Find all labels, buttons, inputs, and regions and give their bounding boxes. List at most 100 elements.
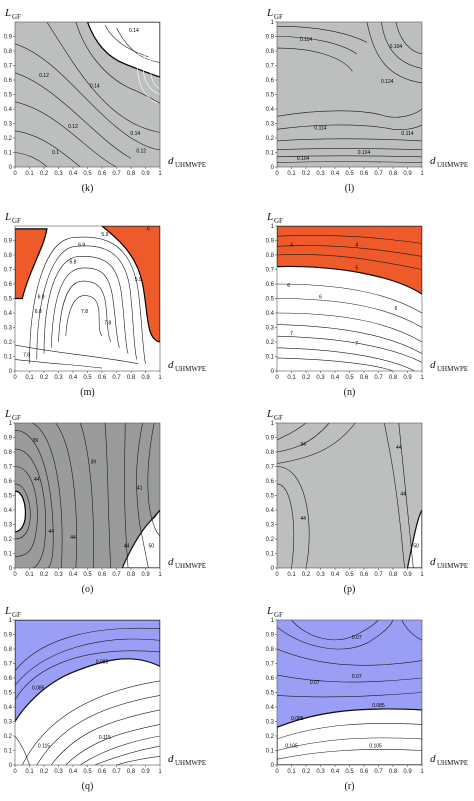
x-tick-label: 0.4 [69,171,78,177]
contour-label: 39 [91,460,97,466]
y-tick-label: 0.1 [266,749,275,755]
contour-label: 44 [34,477,40,483]
x-tick-label: 0.7 [374,572,383,578]
panel-label: (p) [344,584,356,595]
y-tick-label: 0.3 [266,122,275,128]
contour-line [277,737,422,751]
contour-label: 6 [147,226,150,232]
contour-line [277,692,422,698]
y-tick-label: 0.9 [266,436,275,442]
contour-label: 0.114 [314,125,326,131]
contour-line [32,423,63,568]
contour-label: 0.14 [130,131,140,137]
panel-label: (l) [345,183,354,194]
x-axis-label: d [430,556,436,568]
contour-label: 0.115 [99,735,111,741]
contour-label: 0.105 [285,744,298,750]
x-tick-label: 0.1 [287,769,296,775]
contour-label: 0.085 [96,660,109,666]
x-tick-label: 0.9 [141,572,150,578]
contour-line [277,466,310,568]
x-axis-label: d [168,753,174,765]
y-axis-label: L [4,7,11,19]
x-axis-label-sub: UHMWPE [175,365,206,373]
x-tick-label: 0.8 [127,171,136,177]
contour-label: 5 [355,266,358,272]
y-tick-label: 0.3 [4,523,13,529]
contour-line [15,483,31,540]
x-axis-label: d [430,359,436,371]
y-tick-label: 0.6 [4,282,13,288]
x-tick-label: 0.9 [141,375,150,381]
x-tick-label: 0.4 [69,769,78,775]
contour-line [277,283,422,314]
contour-line [15,638,160,686]
contour-line [277,266,422,295]
contour-line [15,359,103,369]
y-tick-label: 0 [9,165,13,171]
x-tick-label: 0.5 [83,769,92,775]
y-tick-label: 0.9 [4,35,13,41]
contour-line [15,152,48,167]
x-tick-label: 0.6 [98,375,107,381]
x-tick-label: 0.4 [69,375,78,381]
x-tick-label: 0 [275,769,279,775]
contour-line [147,423,160,537]
y-tick-label: 1 [9,618,13,624]
panel-label: (m) [80,387,94,398]
x-tick-label: 0 [275,171,279,177]
y-tick-label: 0.5 [266,494,275,500]
x-tick-label: 0.8 [389,375,398,381]
x-axis-label: d [430,753,436,765]
x-tick-label: 0 [275,572,279,578]
y-tick-label: 1 [271,20,275,26]
x-tick-label: 0.6 [98,171,107,177]
y-tick-label: 0.1 [4,355,13,361]
y-tick-label: 0.8 [266,49,275,55]
contour-line [277,47,353,72]
y-tick-label: 0.4 [266,311,275,317]
panel-k: 0.14 0.12 0.14 0.12 0.14 0.1 0.12 0 0.1 0.2 0.3 0.4… [4,7,206,194]
contour-line [29,236,146,364]
contour-line [277,749,422,760]
contour-region [15,490,26,533]
contour-line [277,26,368,43]
y-tick-label: 0.7 [266,64,275,70]
contour-line [15,650,160,700]
x-tick-label: 0.5 [83,375,92,381]
y-tick-label: 0.8 [266,253,275,259]
contour-line [65,724,160,765]
y-axis-label: L [266,605,273,617]
contour-line [75,22,160,104]
x-tick-label: 0 [13,375,17,381]
contour-label: 50 [149,544,155,550]
y-tick-label: 1 [271,421,275,427]
y-axis-label-sub: GF [274,13,283,21]
contour-label: 0.085 [32,686,45,692]
y-tick-label: 0.9 [266,633,275,639]
y-tick-label: 0 [9,566,13,572]
contour-line-light [137,48,158,104]
x-tick-label: 0.5 [83,171,92,177]
contour-label: 0.115 [38,744,50,750]
panel-l: 0.114 0.104 0.124 0.114 0.114 0.104 0.104 0 0.1 0… [266,7,468,194]
contour-label: 0.14 [90,83,100,89]
y-tick-label: 0 [271,566,275,572]
y-tick-label: 0.1 [266,552,275,558]
y-tick-label: 0.2 [4,136,13,142]
x-tick-label: 0 [13,769,17,775]
x-tick-label: 0.5 [345,572,354,578]
contour-label: 5.9 [101,232,108,238]
x-tick-label: 0.8 [127,769,136,775]
contour-label: 6.9 [38,295,45,301]
x-tick-label: 0.7 [112,769,121,775]
contour-line [80,735,160,765]
y-tick-label: 0.4 [4,508,13,514]
panel-o: 39 44 39 44 41 44 44 50 0 0.1 0.2 0.3 0.4 0.5 0.6 0.7 0.… [4,408,206,595]
x-tick-label: 0.6 [360,769,369,775]
contour-line [277,108,422,118]
contour-line [291,620,379,641]
y-tick-label: 0.5 [266,93,275,99]
contour-label: 0.104 [390,44,403,50]
x-tick-label: 0.3 [54,769,63,775]
